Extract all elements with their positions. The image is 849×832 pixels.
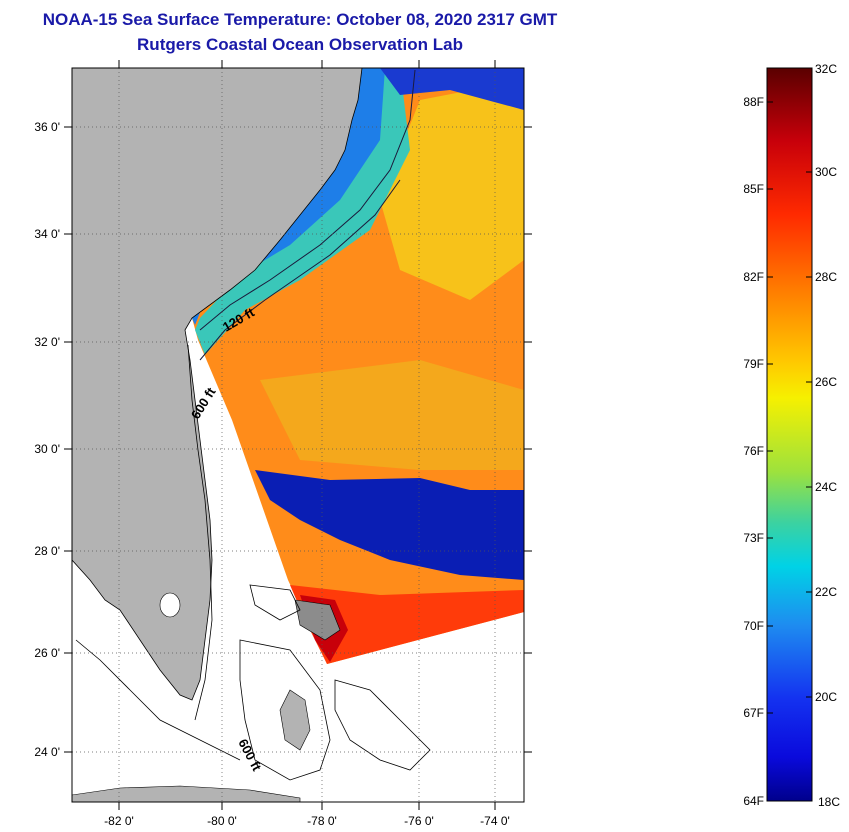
- lat-label: 26 0': [34, 646, 60, 660]
- lon-label: -74 0': [480, 814, 510, 828]
- sst-warm-patch: [260, 360, 524, 470]
- celsius-label: 32C: [815, 62, 837, 76]
- latitude-labels: 36 0' 34 0' 32 0' 30 0' 28 0' 26 0' 24 0…: [34, 120, 60, 759]
- land-mass-grand-bahama: [294, 599, 341, 641]
- map-frame: [71, 67, 525, 803]
- colorbar: [766, 67, 813, 802]
- contour-600ft: [199, 179, 401, 361]
- land-mass-cuba: [72, 785, 301, 802]
- lat-label: 28 0': [34, 544, 60, 558]
- colorbar-ticks: [767, 67, 812, 802]
- fahrenheit-label: 73F: [743, 531, 764, 545]
- celsius-label: 22C: [815, 585, 837, 599]
- lat-label: 24 0': [34, 745, 60, 759]
- fahrenheit-label: 67F: [743, 706, 764, 720]
- bank-outline: [239, 639, 331, 781]
- fahrenheit-label: 64F: [743, 794, 764, 808]
- fahrenheit-label: 70F: [743, 619, 764, 633]
- contour-keys: [75, 639, 241, 761]
- fahrenheit-label: 79F: [743, 357, 764, 371]
- sst-warm-patch: [380, 80, 524, 300]
- longitude-labels: -82 0' -80 0' -78 0' -76 0' -74 0': [104, 814, 510, 828]
- lat-label: 32 0': [34, 335, 60, 349]
- sst-hot-region: [290, 585, 524, 664]
- fahrenheit-label: 85F: [743, 182, 764, 196]
- land-mass-bahamas: [279, 689, 311, 751]
- bank-outline: [334, 679, 431, 771]
- fahrenheit-label: 76F: [743, 444, 764, 458]
- celsius-label: 20C: [815, 690, 837, 704]
- map-ticks: [64, 60, 532, 810]
- lon-label: -78 0': [307, 814, 337, 828]
- land-mass-us: [72, 68, 363, 701]
- lat-label: 36 0': [34, 120, 60, 134]
- fahrenheit-label: 82F: [743, 270, 764, 284]
- celsius-label: 24C: [815, 480, 837, 494]
- sst-cold-band: [380, 68, 524, 110]
- fahrenheit-label: 88F: [743, 95, 764, 109]
- celsius-label: 18C: [818, 795, 840, 809]
- map-title: NOAA-15 Sea Surface Temperature: October…: [42, 10, 558, 29]
- lon-label: -80 0': [207, 814, 237, 828]
- celsius-label: 26C: [815, 375, 837, 389]
- celsius-label: 30C: [815, 165, 837, 179]
- lat-label: 30 0': [34, 442, 60, 456]
- lon-label: -76 0': [404, 814, 434, 828]
- colorbar-fahrenheit-labels: 88F 85F 82F 79F 76F 73F 70F 67F 64F: [743, 95, 764, 808]
- sst-cloud-band: [255, 470, 524, 580]
- lake-okeechobee: [159, 592, 181, 618]
- graticule: [72, 68, 524, 802]
- contour-120ft: [199, 69, 416, 331]
- colorbar-celsius-labels: 32C 30C 28C 26C 24C 22C 20C 18C: [815, 62, 840, 809]
- contour-florida-shelf: [187, 344, 213, 721]
- lon-label: -82 0': [104, 814, 134, 828]
- map-subtitle: Rutgers Coastal Ocean Observation Lab: [137, 35, 463, 54]
- bank-outline: [249, 584, 301, 621]
- celsius-label: 28C: [815, 270, 837, 284]
- lat-label: 34 0': [34, 227, 60, 241]
